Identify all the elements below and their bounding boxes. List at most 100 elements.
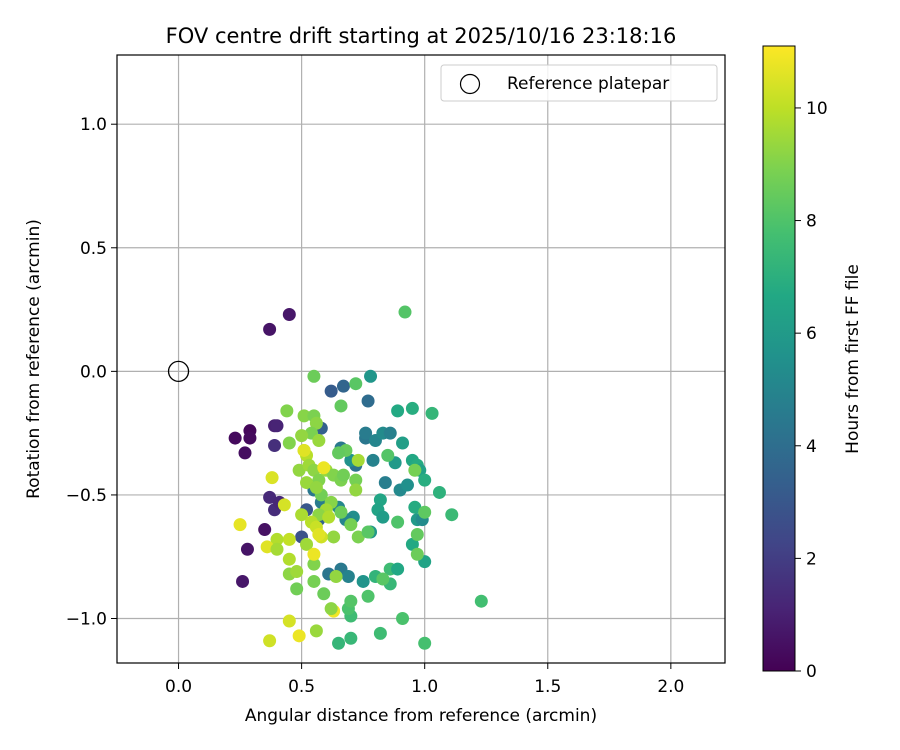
data-point [324, 384, 338, 398]
data-point [297, 443, 311, 457]
data-point [258, 523, 272, 537]
data-point [295, 508, 309, 522]
x-tick-label: 0.0 [165, 677, 192, 697]
data-point [236, 574, 250, 588]
data-point [307, 463, 321, 477]
data-point [349, 483, 363, 497]
data-point [317, 461, 331, 475]
y-tick-label: −0.5 [66, 486, 107, 506]
data-point [356, 574, 370, 588]
legend-entry-label: Reference platepar [507, 74, 669, 94]
data-point [309, 416, 323, 430]
data-point [263, 322, 277, 336]
data-point [295, 429, 309, 443]
data-point [263, 634, 277, 648]
data-point [373, 626, 387, 640]
data-point [336, 379, 350, 393]
data-point [334, 505, 348, 519]
data-point [351, 453, 365, 467]
data-point [240, 542, 254, 556]
data-point [361, 525, 375, 539]
colorbar-tick-label: 4 [806, 437, 817, 457]
data-point [418, 505, 432, 519]
data-points [228, 305, 488, 650]
data-point [366, 453, 380, 467]
y-axis-label: Rotation from reference (arcmin) [24, 219, 44, 499]
data-point [391, 404, 405, 418]
data-point [418, 473, 432, 487]
y-tick-label: 0.5 [80, 239, 107, 259]
data-point [410, 527, 424, 541]
data-point [238, 446, 252, 460]
data-point [383, 426, 397, 440]
colorbar: 0 2 4 6 8 10 Hours from first FF file [762, 45, 863, 682]
colorbar-gradient [762, 45, 796, 672]
data-point [243, 431, 257, 445]
data-point [376, 510, 390, 524]
data-point [260, 540, 274, 554]
colorbar-tick-label: 10 [806, 99, 828, 119]
data-point [351, 530, 365, 544]
data-point [336, 468, 350, 482]
data-point [378, 476, 392, 490]
y-tick-label: −1.0 [66, 610, 107, 630]
data-point [312, 434, 326, 448]
data-point [312, 527, 326, 541]
colorbar-label: Hours from first FF file [843, 264, 863, 454]
data-point [324, 602, 338, 616]
grid-lines [117, 55, 725, 663]
data-point [334, 399, 348, 413]
data-point [391, 562, 405, 576]
colorbar-tick-label: 2 [806, 549, 817, 569]
data-point [349, 377, 363, 391]
data-point [396, 436, 410, 450]
x-tick-label: 0.5 [288, 677, 315, 697]
data-point [344, 631, 358, 645]
data-point [300, 476, 314, 490]
data-point [290, 582, 304, 596]
data-point [282, 532, 296, 546]
data-point [263, 490, 277, 504]
data-point [432, 485, 446, 499]
data-point [359, 426, 373, 440]
data-point [418, 636, 432, 650]
data-point [292, 629, 306, 643]
x-axis-label: Angular distance from reference (arcmin) [245, 706, 597, 726]
data-point [265, 471, 279, 485]
data-point [270, 542, 284, 556]
y-tick-label: 0.0 [80, 362, 107, 382]
data-point [373, 493, 387, 507]
data-point [307, 557, 321, 571]
colorbar-tick-label: 0 [806, 662, 817, 682]
data-point [307, 574, 321, 588]
data-point [228, 431, 242, 445]
data-point [361, 589, 375, 603]
data-point [282, 308, 296, 322]
legend-marker-icon [459, 73, 481, 95]
data-point [329, 569, 343, 583]
data-point [270, 532, 284, 546]
data-point [297, 409, 311, 423]
data-point [398, 305, 412, 319]
y-axis-ticks: −1.0 −0.5 0.0 0.5 1.0 [66, 115, 117, 630]
data-point [268, 439, 282, 453]
data-point [405, 537, 419, 551]
data-point [233, 518, 247, 532]
y-tick-label: 1.0 [80, 115, 107, 135]
x-tick-label: 2.0 [657, 677, 684, 697]
data-point [309, 481, 323, 495]
data-point [361, 394, 375, 408]
colorbar-ticks: 0 2 4 6 8 10 [795, 99, 828, 682]
data-point [474, 594, 488, 608]
data-point [309, 624, 323, 638]
data-point [349, 473, 363, 487]
data-point [280, 404, 294, 418]
data-point [341, 569, 355, 583]
data-point [322, 510, 336, 524]
data-point [277, 498, 291, 512]
x-tick-label: 1.5 [534, 677, 561, 697]
data-point [408, 500, 422, 514]
data-point [364, 369, 378, 383]
